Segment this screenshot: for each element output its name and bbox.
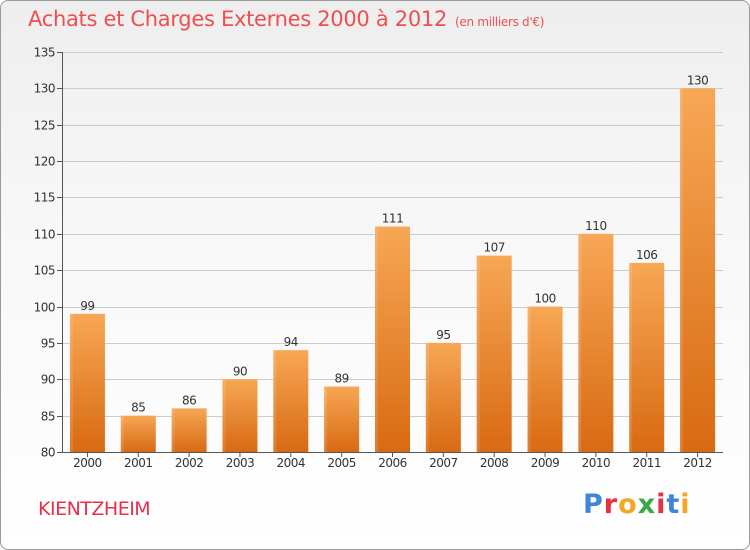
x-tick-label: 2005	[327, 456, 356, 470]
x-tick-label: 2000	[73, 456, 102, 470]
value-label: 89	[335, 372, 349, 386]
bar-2012	[680, 88, 716, 452]
x-tick-label: 2011	[632, 456, 661, 470]
commune-name: KIENTZHEIM	[38, 498, 151, 520]
value-label: 130	[687, 73, 708, 87]
chart-title: Achats et Charges Externes 2000 à 2012 (e…	[28, 7, 544, 31]
value-label: 86	[182, 393, 196, 407]
bar-highlight	[578, 233, 582, 452]
labels: 99 85 86 90 94 89 111 95 107 100 110 106 130	[80, 73, 708, 414]
bar-highlight	[476, 255, 480, 452]
y-tick-label: 120	[34, 155, 55, 169]
value-label: 107	[483, 241, 504, 255]
bar-highlight	[222, 379, 226, 452]
bar-highlight	[120, 415, 124, 452]
logo-letter: P	[583, 489, 604, 520]
x-tick-label: 2007	[429, 456, 458, 470]
proxiti-logo: Proxiti	[583, 489, 691, 520]
bar-2004	[273, 350, 309, 452]
y-tick-label: 105	[34, 264, 55, 278]
x-tick-label: 2004	[277, 456, 306, 470]
y-tick-label: 90	[41, 373, 55, 387]
y-tick-label: 100	[34, 301, 55, 315]
bar-highlight	[324, 386, 328, 452]
bar-2000	[69, 313, 105, 452]
x-tick-label: 2006	[378, 456, 407, 470]
value-label: 94	[284, 335, 298, 349]
x-tick-label: 2003	[226, 456, 255, 470]
bar-highlight	[273, 350, 277, 452]
value-label: 85	[131, 401, 145, 415]
bar-2006	[375, 226, 410, 452]
bar-2009	[527, 306, 563, 452]
bar-highlight	[69, 313, 73, 452]
bar-highlight	[527, 306, 531, 452]
y-tick-label: 85	[41, 410, 55, 424]
bar-highlight	[680, 88, 684, 452]
value-label: 99	[80, 299, 94, 313]
y-tick-label: 135	[34, 46, 55, 60]
logo-letter: o	[618, 489, 638, 520]
bar-highlight	[171, 408, 175, 452]
title-text: Achats et Charges Externes 2000 à 2012	[28, 7, 448, 31]
bar-highlight	[629, 262, 633, 452]
value-label: 90	[233, 364, 247, 378]
logo-letter: r	[603, 489, 619, 520]
bar-2007	[425, 342, 461, 452]
x-tick-label: 2009	[531, 456, 560, 470]
x-tick-label: 2012	[683, 456, 712, 470]
bar-2008	[476, 255, 512, 452]
x-tick-label: 2008	[480, 456, 509, 470]
logo-letter: t	[666, 489, 681, 520]
bar-2005	[324, 386, 360, 452]
axes: 80 85 90 95 100 105 110 115 120 125 130 135 2000 2001…	[34, 46, 723, 470]
bar-2011	[629, 262, 665, 452]
bars	[69, 88, 716, 452]
x-tick-label: 2002	[175, 456, 204, 470]
bar-2002	[171, 408, 207, 452]
x-tick-label: 2010	[582, 456, 611, 470]
logo-letter: i	[680, 489, 691, 520]
value-label: 95	[436, 328, 450, 342]
logo-letter: x	[637, 489, 657, 520]
bar-2003	[222, 379, 258, 452]
y-tick-label: 80	[41, 446, 55, 460]
value-label: 110	[585, 219, 606, 233]
bar-2010	[578, 233, 614, 452]
y-tick-label: 130	[34, 82, 55, 96]
unit-note: (en milliers d'€)	[455, 15, 545, 29]
y-tick-label: 95	[41, 337, 55, 351]
value-label: 100	[534, 292, 555, 306]
value-label: 111	[382, 212, 403, 226]
bar-highlight	[375, 226, 378, 452]
x-tick-label: 2001	[124, 456, 153, 470]
y-tick-label: 125	[34, 119, 55, 133]
value-label: 106	[636, 248, 657, 262]
bar-highlight	[425, 342, 429, 452]
y-tick-label: 110	[34, 228, 55, 242]
logo-letter: i	[656, 489, 667, 520]
y-tick-label: 115	[34, 191, 55, 205]
bar-2001	[120, 415, 156, 452]
